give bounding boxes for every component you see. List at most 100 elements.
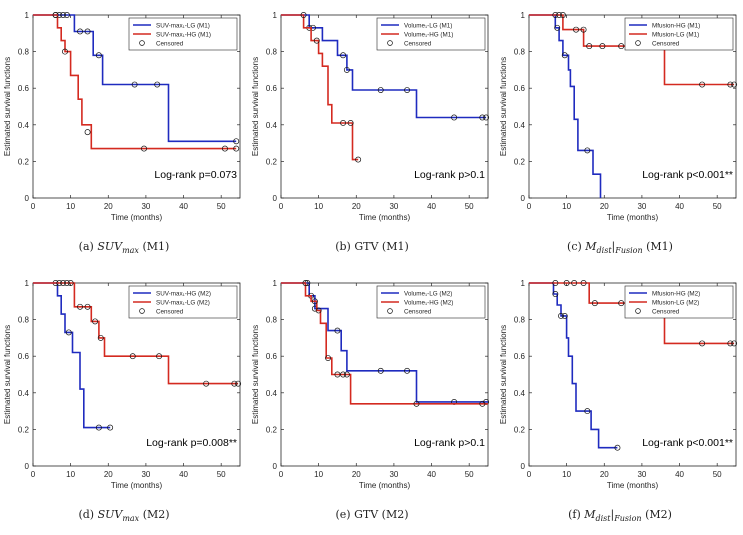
series-line-2 [281,282,488,405]
y-tick-label: 0.6 [266,84,278,93]
censored-marker [556,12,563,18]
censored-marker [56,280,63,286]
y-tick-label: 0.2 [266,157,278,166]
y-tick-label: 0.4 [266,121,278,130]
x-tick-label: 0 [279,202,284,211]
censored-marker [618,43,625,50]
censored-marker [599,43,606,50]
x-tick-label: 30 [389,470,398,479]
censored-marker [131,81,138,88]
censored-marker [311,298,318,305]
x-tick-label: 40 [427,202,436,211]
y-axis-label: Estimated survival functions [251,325,260,424]
censored-marker [95,52,102,59]
legend-censored-marker [139,40,145,46]
legend-label: Mfusion-HG (M2) [652,291,700,298]
censored-marker [52,12,59,18]
caption-f: (f) Mdist|Fusion (M2) [568,508,672,524]
censored-marker [580,280,587,286]
censored-marker [614,444,621,451]
x-tick-label: 30 [637,202,646,211]
censored-marker [591,300,598,307]
censored-marker [63,12,70,18]
censored-marker [221,145,228,152]
caption-label: (a) [78,240,94,253]
caption-model: (M2) [645,508,672,521]
caption-math: SUV [97,240,123,253]
censored-marker [347,120,354,126]
legend-label: Volume₁-HG (M1) [404,32,453,39]
x-tick-label: 10 [66,202,75,211]
y-tick-label: 1 [273,279,278,288]
legend-label: Censored [404,309,432,316]
series-line-2 [281,14,359,161]
caption-math: M [585,240,597,253]
legend-label: Censored [156,309,184,316]
y-tick-label: 0.2 [18,425,30,434]
x-tick-label: 10 [314,202,323,211]
legend-label: Mfusion-HG (M1) [652,23,700,30]
censored-marker [84,129,91,136]
censored-marker [343,371,350,378]
x-tick-label: 50 [465,470,474,479]
series-line-1 [33,14,237,143]
x-tick-label: 10 [562,470,571,479]
censored-marker [552,291,559,297]
censored-marker [731,81,738,88]
censored-marker [63,280,70,286]
y-tick-label: 1 [273,11,278,20]
censored-marker [154,81,161,88]
censored-marker [231,380,238,387]
caption-model: (M2) [381,508,409,521]
caption-label: (f) [568,508,581,521]
censored-marker [325,355,331,361]
censored-marker [300,12,307,18]
censored-marker [203,380,210,387]
censored-marker [340,371,347,378]
x-tick-label: 0 [527,470,532,479]
x-tick-label: 10 [314,470,323,479]
y-tick-label: 0 [273,194,278,203]
x-axis-label: Time (months) [359,481,411,490]
y-tick-label: 0.2 [514,425,526,434]
series-line-2 [33,282,239,385]
x-tick-label: 50 [217,202,226,211]
caption-sub: dist [596,246,612,256]
y-tick-label: 0 [273,462,278,471]
censored-marker [141,145,147,152]
censored-marker [334,371,341,378]
caption-model: (M1) [142,240,170,253]
y-axis-label: Estimated survival functions [499,57,508,156]
caption-text: GTV [354,240,379,253]
y-axis-label: Estimated survival functions [251,57,260,156]
censored-marker [586,43,593,50]
x-tick-label: 20 [600,202,609,211]
panel-e: 0 0.2 0.4 0.6 0.8 1 0 10 20 30 40 50 Time (months) Es… [248,268,496,535]
censored-marker [315,307,322,314]
censored-marker [618,300,625,307]
censored-marker [77,28,83,35]
caption-b: (b) GTV (M1) [248,240,496,253]
censored-marker [67,280,74,286]
censored-marker [479,114,486,121]
x-tick-label: 40 [675,470,684,479]
censored-marker [552,280,559,286]
censored-marker [573,26,579,33]
censored-marker [334,327,341,334]
censored-marker [60,280,67,286]
y-tick-label: 0.8 [18,48,30,57]
censored-marker [97,334,104,341]
y-tick-label: 0.8 [514,316,526,325]
censored-marker [584,408,591,415]
censored-marker [92,318,99,325]
legend-label: Censored [652,309,680,316]
censored-marker [561,52,568,59]
legend-label: Volume₁-LG (M1) [404,23,452,30]
x-tick-label: 50 [713,202,722,211]
caption-bar: Fusion [614,514,642,524]
log-rank-annotation: Log-rank p>0.1 [414,437,485,449]
x-axis-label: Time (months) [111,481,163,490]
x-tick-label: 40 [179,470,188,479]
